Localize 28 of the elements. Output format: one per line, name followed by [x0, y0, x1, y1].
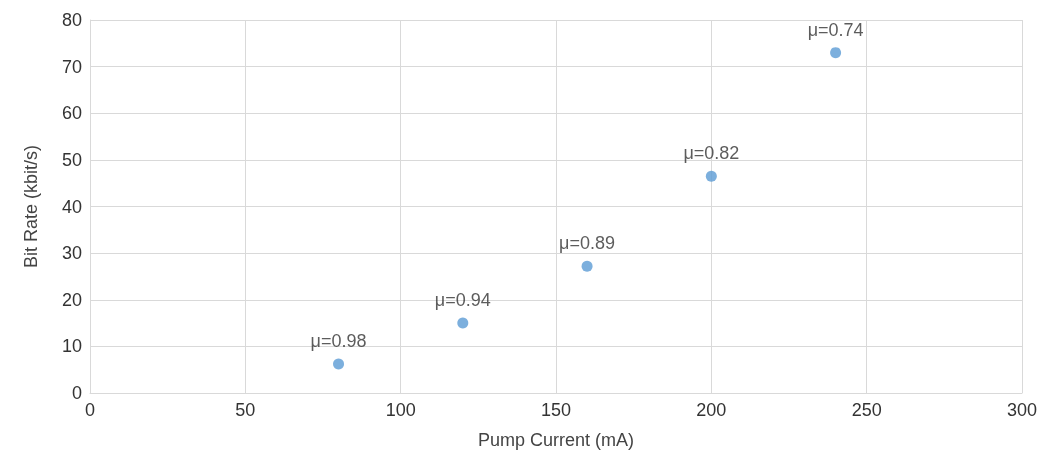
y-tick-label: 70 — [61, 56, 82, 77]
x-tick-label: 150 — [540, 400, 572, 420]
y-tick-label: 30 — [61, 243, 82, 264]
x-axis-title: Pump Current (mA) — [477, 430, 635, 450]
point — [830, 47, 842, 59]
annotation: μ=0.89 — [559, 233, 616, 254]
x-tick-label: 0 — [84, 400, 96, 420]
x-tick-label: 50 — [235, 400, 256, 420]
y-tick-label: 10 — [61, 336, 82, 357]
y-tick-label: 0 — [71, 383, 82, 403]
annotation: μ=0.74 — [807, 19, 864, 40]
point — [333, 358, 345, 370]
y-tick-label: 80 — [61, 10, 82, 30]
x-tick-label: 250 — [851, 400, 882, 420]
y-tick-label: 60 — [61, 103, 82, 124]
y-tick-label: 50 — [61, 149, 82, 170]
point — [581, 260, 593, 272]
x-tick-label: 100 — [385, 400, 416, 420]
x-tick-label: 300 — [1006, 400, 1038, 420]
x-tick-label: 200 — [696, 400, 727, 420]
y-tick-label: 40 — [61, 196, 82, 217]
point — [705, 170, 717, 182]
annotation: μ=0.98 — [310, 331, 367, 352]
annotation: μ=0.82 — [683, 143, 740, 164]
y-axis-title: Bit Rate (kbit/s) — [21, 144, 41, 269]
y-tick-label: 20 — [61, 289, 82, 310]
point — [457, 317, 469, 329]
annotation: μ=0.94 — [434, 290, 491, 311]
